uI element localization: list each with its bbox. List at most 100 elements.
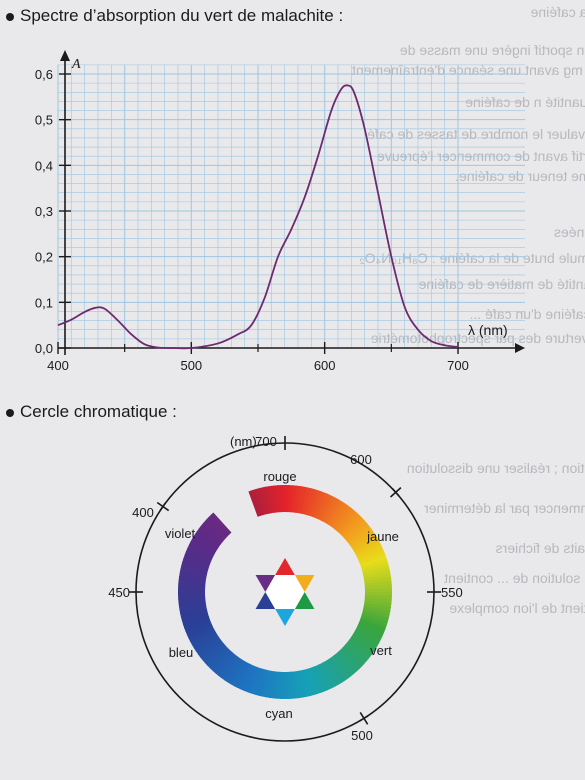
color-ring-segment: [195, 636, 221, 655]
color-ring-segment: [198, 525, 223, 545]
color-ring-segment: [188, 626, 215, 643]
color-ring-segment: [194, 531, 220, 550]
color-ring-segment: [355, 541, 382, 558]
wavelength-tick: [389, 487, 402, 498]
circle-title-text: Cercle chromatique :: [20, 402, 177, 421]
color-ring-segment: [325, 499, 343, 525]
chart-axes: [58, 50, 525, 355]
color-ring-segment: [268, 671, 277, 699]
color-ring-segment: [178, 575, 206, 584]
star-triangle: [275, 609, 295, 626]
color-ring-segment: [183, 554, 211, 568]
chart-ticks: [57, 73, 459, 354]
wavelength-cross: [159, 501, 167, 512]
color-ring-segment: [303, 668, 315, 697]
color-ring-segment: [290, 485, 298, 513]
color-ring-segment: [337, 649, 360, 673]
color-ring-segment: [281, 485, 287, 513]
spectrum-title-text: Spectre d’absorption du vert de malachit…: [20, 6, 344, 25]
color-ring-segment: [192, 534, 218, 552]
wavelength-label: 550: [441, 585, 463, 600]
color-ring-segment: [364, 592, 392, 597]
color-ring-segment: [336, 510, 358, 534]
color-name-label: bleu: [169, 645, 194, 660]
x-tick-label: 500: [180, 358, 202, 373]
color-ring-segment: [349, 529, 375, 548]
wavelength-label: 600: [350, 452, 372, 467]
wavelength-label: 450: [108, 585, 130, 600]
wavelength-cross: [391, 488, 400, 497]
color-ring-segment: [345, 641, 370, 662]
color-ring-segment: [350, 634, 376, 653]
color-ring-segment: [319, 662, 336, 689]
color-ring-segment: [209, 648, 232, 672]
color-ring-segment: [339, 647, 362, 670]
x-axis-arrow: [515, 343, 525, 353]
color-ring-segment: [272, 671, 280, 699]
color-ring-segment: [243, 665, 258, 693]
y-tick-labels: 0,0 0,1 0,2 0,3 0,4 0,5 0,6: [35, 67, 53, 356]
color-ring-segment: [208, 514, 231, 537]
color-ring-segment: [286, 671, 293, 699]
color-ring-segment: [210, 512, 232, 535]
chart-grid: [57, 64, 525, 349]
absorption-spectrum-chart: 400 500 600 700 0,0 0,1 0,2 0,3 0,4 0,5 0,6 A λ (…: [35, 50, 525, 373]
color-ring-segment: [178, 583, 206, 590]
wavelength-cross: [359, 715, 369, 722]
y-tick-label: 0,0: [35, 341, 53, 356]
x-tick-label: 700: [447, 358, 469, 373]
outer-circle: [135, 442, 435, 742]
color-ring-segment: [332, 505, 352, 530]
color-ring-segment: [335, 651, 357, 675]
color-ring-segment: [317, 494, 333, 521]
color-ring-segment: [221, 656, 241, 681]
color-ring-segment: [338, 512, 361, 536]
color-ring-segment: [331, 655, 351, 680]
color-ring-segment: [314, 492, 330, 520]
color-ring-segment: [202, 642, 226, 664]
color-ring-segment: [364, 597, 392, 605]
color-ring-segment: [265, 670, 274, 698]
color-ring-segment: [283, 671, 289, 699]
color-ring-segment: [233, 662, 250, 689]
color-ring-segment: [191, 631, 218, 649]
color-ring-segment: [352, 632, 378, 650]
color-ring-segment: [184, 550, 212, 565]
color-ring-segment: [277, 485, 284, 513]
color-ring-segment: [307, 489, 320, 517]
y-axis-arrow: [60, 50, 70, 61]
y-tick-label: 0,3: [35, 204, 53, 219]
color-ring-segment: [364, 588, 392, 594]
color-ring-segment: [179, 605, 207, 615]
color-ring-segment: [261, 670, 272, 698]
color-ring-segment: [224, 657, 243, 683]
star-triangle: [294, 592, 315, 609]
color-ring-segment: [364, 594, 392, 601]
star-triangle: [275, 558, 295, 575]
color-ring-segment: [362, 608, 390, 619]
star-triangle: [294, 575, 315, 592]
color-ring-segment: [186, 623, 214, 639]
unit-label: (nm): [230, 434, 257, 449]
color-ring-segment: [355, 627, 382, 644]
color-ring-segment: [276, 671, 283, 699]
color-ring-segment: [361, 611, 389, 623]
color-ring-segment: [204, 644, 228, 667]
wavelength-label: 400: [132, 505, 154, 520]
color-ring-segment: [311, 666, 326, 693]
color-ring-segment: [314, 665, 329, 692]
color-ring-segment: [298, 670, 308, 698]
color-ring-segment: [181, 613, 209, 626]
color-ring-segment: [251, 488, 264, 516]
x-tick-label: 400: [47, 358, 69, 373]
color-ring-segment: [363, 569, 391, 579]
color-ring-segment: [344, 520, 368, 542]
color-ring-segment: [316, 663, 332, 691]
color-ring-segment: [247, 666, 261, 694]
star-center: [265, 575, 305, 609]
color-ring-segment: [200, 522, 225, 543]
color-ring-segment: [358, 619, 386, 634]
color-ring-segment: [178, 599, 206, 607]
color-ring-segment: [287, 485, 294, 513]
color-ring-segment: [178, 596, 206, 604]
